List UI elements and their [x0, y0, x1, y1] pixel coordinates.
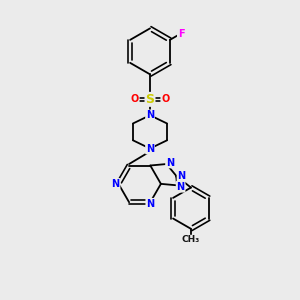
Text: F: F — [178, 29, 184, 39]
Text: N: N — [177, 171, 186, 181]
Text: N: N — [146, 110, 154, 120]
Text: N: N — [112, 179, 120, 189]
Text: N: N — [177, 182, 185, 192]
Text: S: S — [146, 93, 154, 106]
Text: CH₃: CH₃ — [182, 236, 200, 244]
Text: N: N — [146, 199, 154, 209]
Text: N: N — [166, 158, 174, 168]
Text: N: N — [146, 143, 154, 154]
Text: O: O — [161, 94, 170, 104]
Text: O: O — [130, 94, 139, 104]
